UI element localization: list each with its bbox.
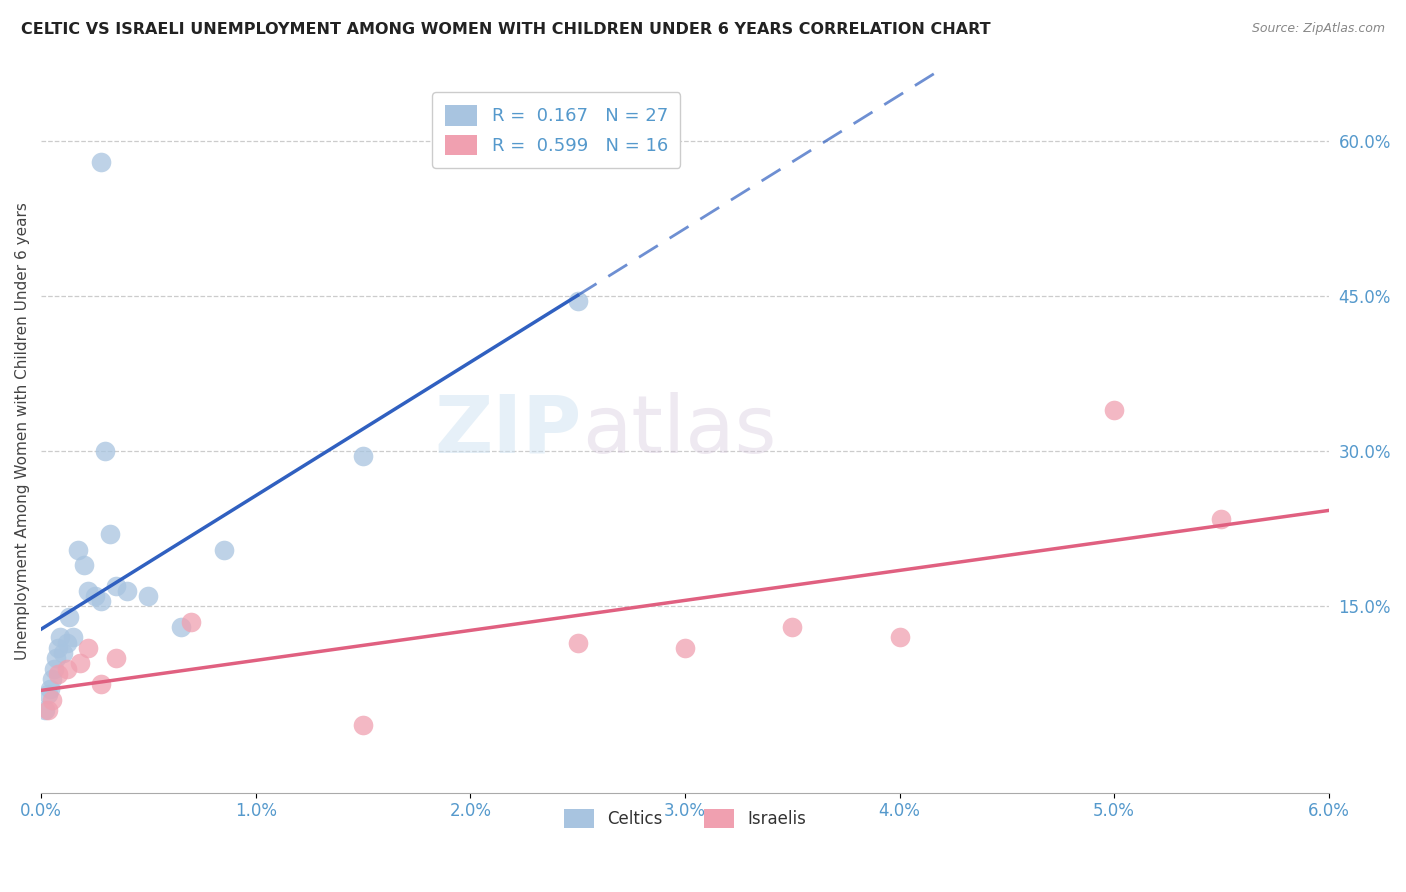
- Point: [56, 661, 79, 675]
- Y-axis label: Unemployment Among Women with Children Under 6 years: Unemployment Among Women with Children U…: [15, 202, 30, 659]
- Text: ZIP: ZIP: [434, 392, 582, 469]
- Point: [98, 527, 121, 541]
- Point: [105, 579, 128, 593]
- Point: [46, 640, 69, 655]
- Point: [90, 154, 112, 169]
- Point: [180, 615, 202, 629]
- Point: [83, 589, 105, 603]
- Point: [1211, 511, 1233, 525]
- Point: [567, 294, 589, 309]
- Point: [1102, 403, 1125, 417]
- Point: [90, 594, 112, 608]
- Point: [37, 703, 59, 717]
- Point: [37, 687, 59, 701]
- Point: [673, 640, 696, 655]
- Text: CELTIC VS ISRAELI UNEMPLOYMENT AMONG WOMEN WITH CHILDREN UNDER 6 YEARS CORRELATI: CELTIC VS ISRAELI UNEMPLOYMENT AMONG WOM…: [21, 22, 991, 37]
- Point: [780, 620, 803, 634]
- Point: [42, 661, 65, 675]
- Point: [52, 646, 75, 660]
- Point: [77, 583, 100, 598]
- Point: [58, 609, 80, 624]
- Point: [49, 631, 72, 645]
- Point: [352, 718, 374, 732]
- Point: [62, 631, 84, 645]
- Point: [352, 450, 374, 464]
- Point: [66, 542, 89, 557]
- Point: [56, 635, 79, 649]
- Point: [34, 703, 56, 717]
- Text: Source: ZipAtlas.com: Source: ZipAtlas.com: [1251, 22, 1385, 36]
- Point: [169, 620, 191, 634]
- Point: [41, 672, 63, 686]
- Point: [73, 558, 96, 572]
- Text: atlas: atlas: [582, 392, 776, 469]
- Legend: Celtics, Israelis: Celtics, Israelis: [557, 803, 813, 835]
- Point: [567, 635, 589, 649]
- Point: [115, 583, 138, 598]
- Point: [41, 692, 63, 706]
- Point: [77, 640, 100, 655]
- Point: [138, 589, 160, 603]
- Point: [69, 657, 91, 671]
- Point: [889, 631, 911, 645]
- Point: [94, 444, 117, 458]
- Point: [38, 682, 60, 697]
- Point: [90, 677, 112, 691]
- Point: [45, 651, 67, 665]
- Point: [46, 666, 69, 681]
- Point: [105, 651, 128, 665]
- Point: [212, 542, 235, 557]
